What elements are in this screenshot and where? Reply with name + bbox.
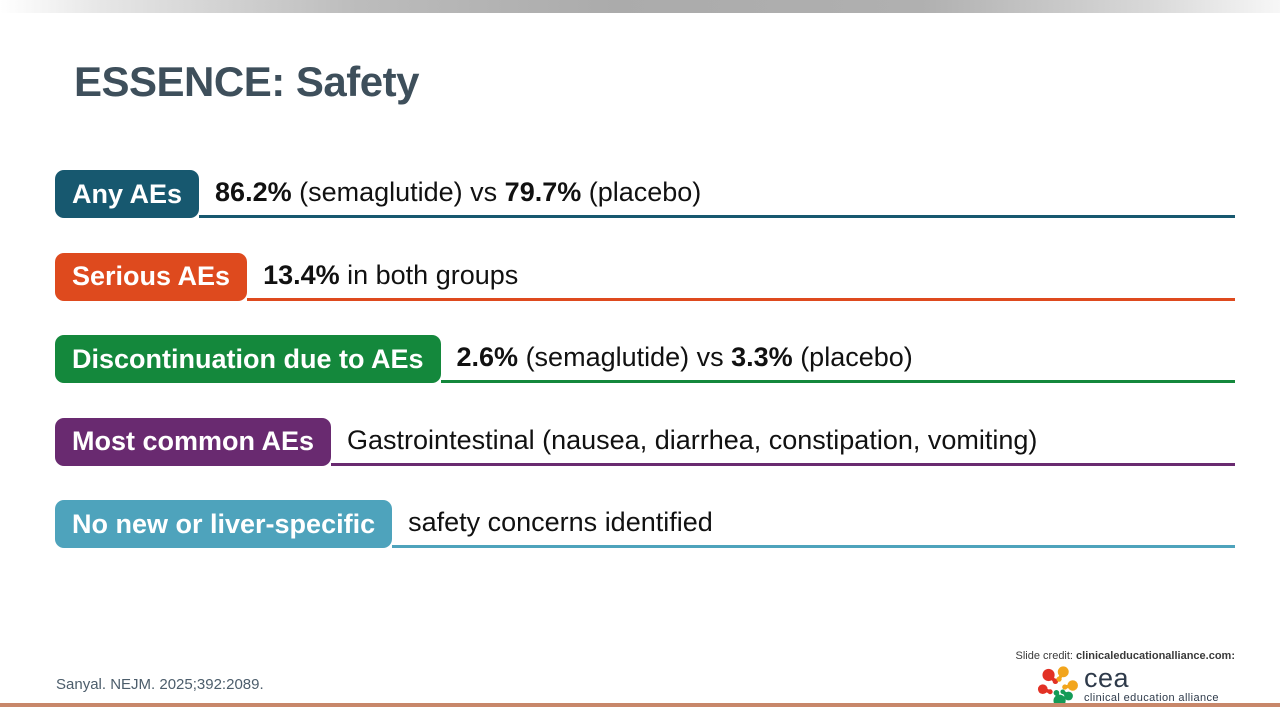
row-underline: 2.6% (semaglutide) vs 3.3% (placebo) bbox=[440, 335, 1235, 383]
row-label: Discontinuation due to AEs bbox=[55, 335, 441, 383]
row-description: Gastrointestinal (nausea, diarrhea, cons… bbox=[347, 424, 1038, 455]
row-description: 13.4% in both groups bbox=[263, 259, 519, 290]
row-label: Any AEs bbox=[55, 170, 200, 218]
row-label: Serious AEs bbox=[55, 252, 248, 301]
row-underline: safety concerns identified bbox=[392, 500, 1235, 548]
bottom-accent-rule bbox=[0, 703, 1280, 707]
row-underline: 86.2% (semaglutide) vs 79.7% (placebo) bbox=[199, 170, 1235, 218]
safety-row: No new or liver-specific safety concerns… bbox=[55, 500, 1235, 548]
logo-wordmark: cea bbox=[1084, 663, 1130, 693]
row-label: Most common AEs bbox=[55, 417, 332, 466]
row-underline: 13.4% in both groups bbox=[247, 253, 1235, 301]
molecule-icon bbox=[1037, 666, 1078, 707]
safety-row: Discontinuation due to AEs 2.6% (semaglu… bbox=[55, 335, 1235, 383]
row-underline: Gastrointestinal (nausea, diarrhea, cons… bbox=[331, 418, 1235, 466]
logo-text: cea clinical education alliance bbox=[1084, 663, 1219, 705]
row-description: 86.2% (semaglutide) vs 79.7% (placebo) bbox=[215, 177, 702, 207]
rows: Any AEs 86.2% (semaglutide) vs 79.7% (pl… bbox=[55, 170, 1235, 548]
slide-credit-source: clinicaleducationalliance.com: bbox=[1076, 650, 1235, 662]
slide-credit: Slide credit: clinicaleducationalliance.… bbox=[1016, 650, 1235, 662]
cea-logo: cea clinical education alliance bbox=[1037, 665, 1219, 707]
safety-row: Any AEs 86.2% (semaglutide) vs 79.7% (pl… bbox=[55, 170, 1235, 218]
top-gradient-bar bbox=[0, 0, 1280, 13]
logo-tagline: clinical education alliance bbox=[1084, 692, 1219, 704]
row-description: safety concerns identified bbox=[408, 507, 713, 537]
safety-row: Serious AEs 13.4% in both groups bbox=[55, 252, 1235, 301]
slide-credit-prefix: Slide credit: bbox=[1015, 650, 1077, 662]
safety-row: Most common AEs Gastrointestinal (nausea… bbox=[55, 417, 1235, 466]
row-label: No new or liver-specific bbox=[55, 500, 393, 548]
row-description: 2.6% (semaglutide) vs 3.3% (placebo) bbox=[456, 342, 913, 372]
slide-title: ESSENCE: Safety bbox=[74, 58, 419, 105]
citation: Sanyal. NEJM. 2025;392:2089. bbox=[56, 676, 264, 693]
